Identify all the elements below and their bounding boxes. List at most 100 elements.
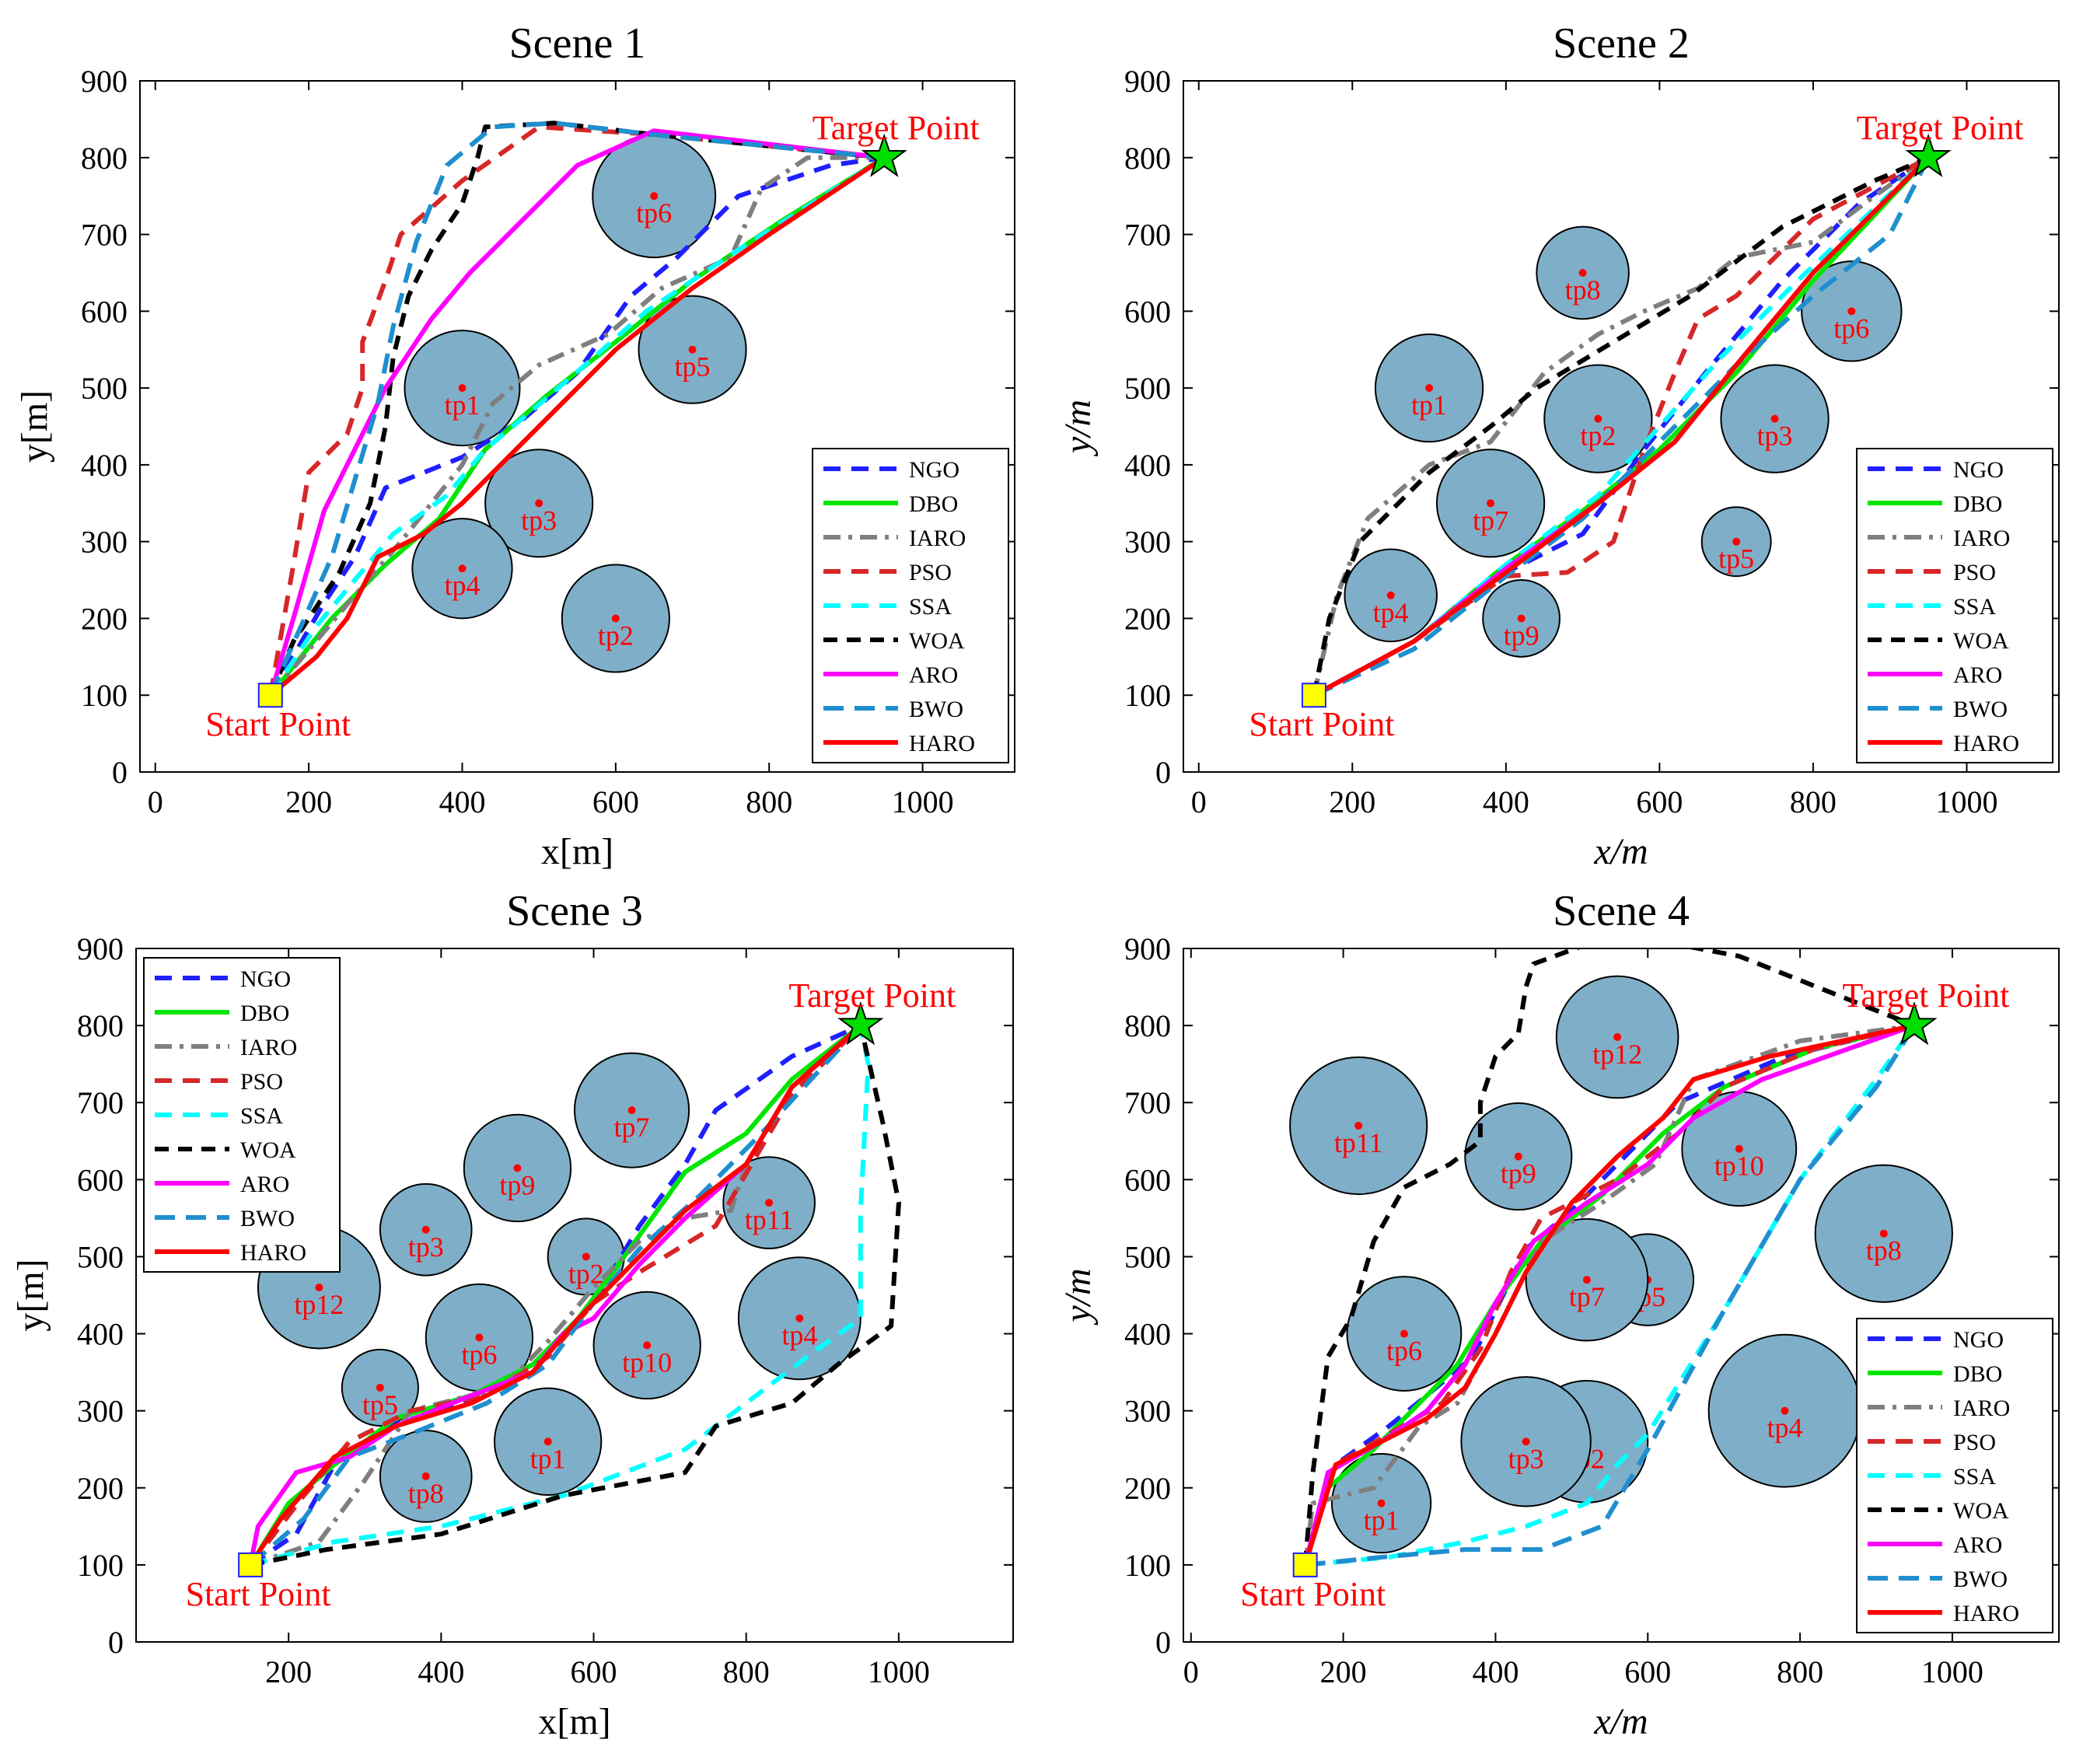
chart-3-obstacle-center [643, 1341, 652, 1350]
chart-1-start-label: Start Point [205, 705, 351, 743]
chart-3-title: Scene 3 [506, 887, 643, 935]
chart-3-obstacle-center [421, 1225, 430, 1234]
chart-3-ytick-label: 100 [77, 1548, 124, 1583]
chart-4-obstacle-center [1514, 1152, 1522, 1161]
chart-1-path-bwo [268, 121, 885, 697]
chart-3-obstacle-label: tp12 [294, 1289, 344, 1320]
chart-4-xtick-label: 0 [1183, 1654, 1199, 1689]
chart-4-obstacle-label: tp3 [1508, 1443, 1544, 1474]
chart-1-path-ngo [268, 155, 885, 697]
chart-4-obstacle-center [1400, 1329, 1408, 1338]
chart-2-ytick-label: 0 [1155, 755, 1171, 790]
chart-4-obstacle-label: tp11 [1334, 1127, 1383, 1158]
chart-3-xtick-label: 800 [723, 1654, 770, 1689]
chart-2-xtick-label: 200 [1329, 784, 1375, 819]
chart-2-xtick-label: 400 [1483, 784, 1529, 819]
chart-4-obstacle-center [1613, 1032, 1622, 1041]
chart-3-ytick-label: 400 [77, 1317, 124, 1352]
chart-1-legend-label-woa: WOA [909, 628, 965, 654]
chart-3-legend-label-iaro: IARO [240, 1035, 297, 1060]
chart-2-legend-label-dbo: DBO [1953, 491, 2002, 517]
chart-3-xtick-label: 1000 [868, 1654, 930, 1689]
chart-3-obstacle-label: tp10 [622, 1347, 672, 1378]
chart-3-obstacle-center [421, 1472, 430, 1480]
chart-1-legend-label-bwo: BWO [909, 697, 963, 722]
chart-2-xtick-label: 1000 [1935, 784, 1997, 819]
chart-2-obstacle-label: tp5 [1718, 543, 1754, 575]
chart-4-obstacle-label: tp12 [1592, 1039, 1642, 1070]
chart-3-obstacle-label: tp9 [499, 1169, 535, 1200]
chart-2-plot-area: tp1 tp2 tp3 tp4 tp5 tp6 tp7 tp8 tp9 [1311, 155, 1931, 697]
chart-2-target-label: Target Point [1857, 109, 2024, 147]
chart-1-ytick-label: 0 [112, 755, 128, 790]
chart-3-obstacle-center [513, 1164, 522, 1172]
chart-2-xlabel: x/m [1593, 831, 1648, 872]
chart-2-obstacle-label: tp4 [1373, 597, 1409, 628]
chart-4-legend-label-ssa: SSA [1953, 1464, 1996, 1490]
chart-1-obstacle-center [458, 564, 467, 573]
chart-4-obstacle-label: tp10 [1714, 1151, 1764, 1182]
chart-3-ytick-label: 700 [77, 1085, 124, 1120]
chart-3-target-marker [837, 1001, 884, 1046]
chart-3-legend-label-aro: ARO [240, 1172, 289, 1197]
chart-2: Scene 2 0 200 400 600 800 1000 0 100 200 300 400 500… [1057, 19, 2060, 872]
chart-4-legend-label-ngo: NGO [1953, 1327, 2004, 1353]
chart-4-xtick-label: 800 [1777, 1654, 1823, 1689]
chart-3-obstacle-center [315, 1284, 323, 1292]
chart-1-xlabel: x[m] [541, 831, 613, 872]
chart-4-legend-label-dbo: DBO [1953, 1361, 2002, 1387]
chart-3-obstacle-label: tp1 [530, 1443, 566, 1474]
chart-4-start-label: Start Point [1240, 1575, 1386, 1613]
chart-1-legend: NGO DBO IARO PSO SSA WOA ARO BWO HARO [812, 448, 1009, 763]
chart-4-target-label: Target Point [1843, 976, 2010, 1015]
chart-4-xtick-label: 600 [1624, 1654, 1671, 1689]
chart-1-legend-label-iaro: IARO [909, 526, 966, 551]
chart-2-ytick-label: 900 [1124, 64, 1171, 99]
chart-3-ytick-label: 600 [77, 1162, 124, 1197]
chart-1-xtick-label: 200 [285, 784, 332, 819]
chart-1-legend-label-ngo: NGO [909, 457, 959, 483]
chart-4-title: Scene 4 [1553, 887, 1690, 935]
chart-4-legend-label-bwo: BWO [1953, 1567, 2008, 1592]
chart-3-start-label: Start Point [186, 1575, 331, 1613]
chart-2-target-marker [1905, 133, 1952, 177]
chart-1-title: Scene 1 [509, 19, 646, 68]
chart-3-xlabel: x[m] [538, 1701, 610, 1742]
chart-4-ytick-label: 0 [1155, 1625, 1171, 1660]
chart-2-obstacle-label: tp3 [1757, 421, 1793, 452]
chart-1: Scene 1 0 200 400 600 800 1000 0 100 200 300 400 500… [14, 19, 1015, 872]
chart-2-path-ssa [1312, 155, 1931, 697]
chart-1-legend-label-ssa: SSA [909, 594, 952, 620]
chart-4-path-pso [1302, 1023, 1915, 1566]
chart-4-obstacle-label: tp4 [1767, 1413, 1803, 1444]
chart-2-obstacle-center [1578, 268, 1587, 277]
chart-3-obstacle-label: tp5 [362, 1389, 398, 1420]
chart-2-ytick-label: 200 [1124, 601, 1171, 636]
chart-1-legend-label-pso: PSO [909, 560, 952, 585]
chart-3-obstacle-center [376, 1383, 384, 1392]
chart-2-ytick-label: 700 [1124, 218, 1171, 253]
chart-2-ytick-label: 600 [1124, 294, 1171, 329]
chart-2-ytick-label: 100 [1124, 678, 1171, 713]
chart-3-obstacle-label: tp11 [745, 1204, 794, 1235]
chart-1-legend-label-aro: ARO [909, 662, 958, 688]
chart-1-xtick-label: 600 [592, 784, 639, 819]
chart-2-obstacle-center [1487, 499, 1495, 508]
chart-4-path-bwo [1305, 1024, 1917, 1567]
chart-3-obstacle-label: tp8 [408, 1478, 444, 1509]
chart-2-obstacle-label: tp9 [1504, 620, 1540, 651]
chart-2-obstacle-label: tp6 [1833, 313, 1869, 344]
chart-1-xtick-label: 0 [148, 784, 163, 819]
chart-2-obstacle-center [1847, 307, 1856, 316]
chart-3-obstacle-center [475, 1333, 484, 1342]
chart-3-obstacle-label: tp3 [408, 1231, 444, 1263]
chart-3-ytick-label: 200 [77, 1471, 124, 1506]
chart-1-path-pso [267, 124, 885, 696]
chart-3-obstacle-label: tp4 [781, 1320, 817, 1351]
chart-3-obstacle-center [582, 1252, 590, 1261]
chart-3-ytick-label: 300 [77, 1394, 124, 1429]
chart-3-path-bwo [249, 1024, 863, 1567]
chart-1-path-woa [268, 121, 885, 697]
chart-4-ytick-label: 700 [1124, 1085, 1171, 1120]
chart-3-legend-label-woa: WOA [240, 1137, 296, 1163]
